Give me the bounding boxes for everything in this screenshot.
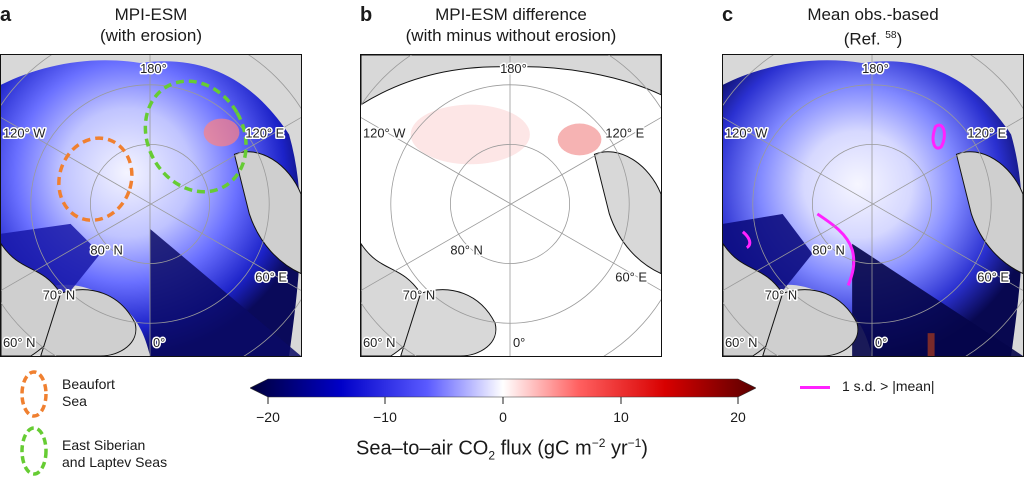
- greenland-land: [400, 289, 497, 356]
- colorbar-tick-minus10: −10: [373, 409, 397, 425]
- label-180: 180°: [500, 61, 527, 76]
- cbar-title-mid2: yr: [605, 437, 628, 460]
- label-60n: 60° N: [725, 335, 757, 350]
- graticule: [723, 55, 1023, 356]
- colorbar-tick-20: 20: [730, 409, 746, 425]
- label-60e: 60° E: [255, 269, 287, 284]
- beaufort-line1: Beaufort: [62, 376, 115, 392]
- beaufort-line2: Sea: [62, 393, 87, 409]
- map-a-svg: 180° 120° W 120° E 80° N 60° E 70° N 60°…: [1, 55, 301, 356]
- map-panel-c: 180° 120° W 120° E 80° N 60° E 70° N 60°…: [722, 54, 1024, 357]
- label-0: 0°: [875, 335, 887, 350]
- beaufort-sea-outline: [57, 136, 134, 222]
- panel-letter-c: c: [722, 4, 734, 26]
- laptev-positive-flux: [203, 118, 240, 147]
- esls-line1: East Siberian: [62, 437, 146, 453]
- colorbar-gradient: [250, 378, 756, 398]
- laptev-difference: [557, 123, 602, 156]
- panel-c: c Mean obs.-based (Ref. 58): [722, 0, 1024, 360]
- map-panel-b: 180° 120° W 120° E 80° N 60° E 70° N 60°…: [360, 54, 662, 357]
- panel-letter-a: a: [0, 4, 12, 26]
- ref-prefix: (Ref.: [843, 29, 886, 49]
- esls-line2: and Laptev Seas: [62, 454, 168, 470]
- panel-a: a MPI-ESM (with erosion): [0, 0, 302, 360]
- colorbar-tick-10: 10: [613, 409, 629, 425]
- ref-number: 58: [885, 30, 897, 41]
- sd-legend-line: [800, 386, 830, 389]
- label-120w: 120° W: [725, 125, 768, 140]
- cbar-title-mid: flux (gC m: [495, 437, 592, 460]
- cbar-title-suffix: ): [641, 437, 648, 460]
- panel-title-a: MPI-ESM (with erosion): [0, 4, 302, 46]
- label-70n: 70° N: [765, 287, 797, 302]
- panel-a-title-line2: (with erosion): [99, 26, 203, 45]
- siberia-land: [955, 151, 1023, 275]
- high-flux-patch: [927, 333, 935, 356]
- esls-legend-label: East Siberian and Laptev Seas: [62, 437, 167, 471]
- label-120e: 120° E: [245, 125, 284, 140]
- label-80n: 80° N: [812, 243, 844, 258]
- label-180: 180°: [862, 61, 889, 76]
- panel-a-title-line1: MPI-ESM: [114, 5, 188, 24]
- colorbar-tick-0: 0: [499, 409, 507, 425]
- panel-b-title-line1: MPI-ESM difference: [435, 5, 587, 24]
- esls-legend-icon: [20, 426, 48, 476]
- panel-title-c: Mean obs.-based (Ref. 58): [722, 4, 1024, 50]
- label-0: 0°: [513, 335, 525, 350]
- panel-letter-b: b: [360, 4, 373, 26]
- greenland-land: [40, 289, 137, 356]
- label-180: 180°: [140, 61, 167, 76]
- label-120e: 120° E: [967, 125, 1006, 140]
- label-120e: 120° E: [605, 125, 644, 140]
- panel-b: b MPI-ESM difference (with minus without…: [360, 0, 662, 360]
- label-70n: 70° N: [43, 287, 75, 302]
- ref-suffix: ): [896, 29, 903, 49]
- label-120w: 120° W: [363, 125, 406, 140]
- map-c-svg: 180° 120° W 120° E 80° N 60° E 70° N 60°…: [723, 55, 1023, 356]
- label-80n: 80° N: [450, 243, 482, 258]
- panel-title-b: MPI-ESM difference (with minus without e…: [360, 4, 662, 46]
- label-60e: 60° E: [615, 269, 647, 284]
- colorbar-ticks: [267, 397, 739, 404]
- label-60e: 60° E: [977, 269, 1009, 284]
- beaufort-legend-icon: [20, 370, 48, 418]
- map-b-svg: 180° 120° W 120° E 80° N 60° E 70° N 60°…: [361, 55, 661, 356]
- panel-b-title-line2: (with minus without erosion): [405, 26, 617, 45]
- beaufort-legend-label: Beaufort Sea: [62, 376, 115, 410]
- label-60n: 60° N: [3, 335, 35, 350]
- cbar-title-sup2: −1: [627, 436, 642, 450]
- sd-contours: [741, 123, 946, 287]
- siberia-land: [593, 151, 661, 275]
- shelf-difference: [410, 104, 530, 165]
- colorbar-tick-minus20: −20: [256, 409, 280, 425]
- panel-c-title-line2: (Ref. 58): [722, 25, 1024, 50]
- panel-c-title-line1: Mean obs.-based: [807, 5, 939, 24]
- label-80n: 80° N: [90, 243, 122, 258]
- label-70n: 70° N: [403, 287, 435, 302]
- sd-legend-label: 1 s.d. > |mean|: [842, 378, 935, 394]
- cbar-title-sub: 2: [488, 448, 496, 463]
- map-panel-a: 180° 120° W 120° E 80° N 60° E 70° N 60°…: [0, 54, 302, 357]
- graticule: [361, 55, 661, 356]
- greenland-land: [762, 289, 859, 356]
- label-0: 0°: [153, 335, 165, 350]
- label-120w: 120° W: [3, 125, 46, 140]
- cbar-title-sup1: −2: [591, 436, 606, 450]
- label-60n: 60° N: [363, 335, 395, 350]
- colorbar: [250, 378, 756, 404]
- siberia-land: [233, 151, 301, 275]
- colorbar-title: Sea–to–air CO2 flux (gC m−2 yr−1): [252, 436, 752, 463]
- cbar-title-prefix: Sea–to–air CO: [356, 437, 489, 460]
- ocean-flux-field: [723, 60, 1023, 356]
